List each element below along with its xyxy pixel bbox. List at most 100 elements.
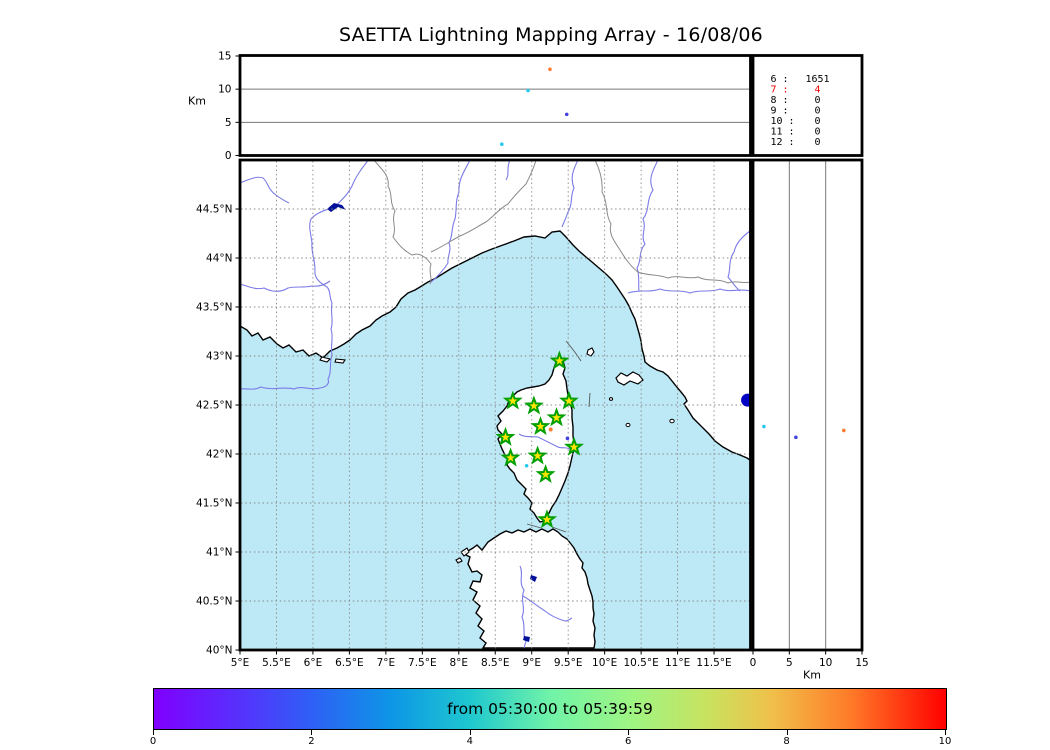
station-star [527, 445, 548, 465]
lon-tick-label: 8.5°E [481, 657, 510, 669]
top-panel-km-label: Km [188, 95, 206, 108]
figure-title: SAETTA Lightning Mapping Array - 16/08/0… [339, 24, 763, 46]
island-capraia [586, 347, 595, 357]
colorbar-tick [469, 730, 471, 735]
colorbar-tick-label: 2 [308, 736, 315, 747]
lon-tick-label: 11°E [665, 657, 690, 669]
alt-tick-label: 0 [225, 150, 232, 162]
station-star [558, 390, 579, 410]
station-star [495, 426, 516, 446]
colorbar-tick [628, 730, 630, 735]
axis-ticks [235, 55, 863, 655]
time-colorbar: from 05:30:00 to 05:39:59 [153, 688, 947, 730]
station-star [564, 436, 584, 456]
lon-tick-label: 9°E [522, 657, 541, 669]
lightning-point [548, 67, 552, 72]
lon-tick-label: 7°E [377, 657, 396, 669]
lat-tick-label: 44.5°N [196, 204, 232, 216]
lon-tick-label: 10°E [592, 657, 617, 669]
island-asinara-2 [455, 557, 463, 564]
alt-tick-label: 10 [819, 657, 832, 669]
legend-row-value: 0 [814, 106, 820, 117]
legend-row-value: 0 [814, 116, 820, 127]
alt-tick-label: 15 [218, 51, 231, 63]
lat-tick-label: 41°N [206, 547, 232, 559]
lat-tick-label: 41.5°N [196, 498, 232, 510]
alt-tick-label: 5 [786, 657, 793, 669]
right-panel-gridlines [788, 161, 827, 649]
top-panel-border [238, 54, 752, 157]
lat-tick-label: 44°N [206, 253, 232, 265]
islet-pianosa [625, 422, 631, 428]
colorbar-tick-label: 0 [149, 736, 157, 747]
lon-tick-label: 5.5°E [262, 657, 291, 669]
legend-rows: 6 : 1651 7 : 4 8 : 0 9 : 0 10 : 0 11 : 0 12 : 0 [771, 74, 830, 148]
colorbar-tick [153, 730, 154, 735]
lon-tick-label: 6°E [304, 657, 323, 669]
legend-row-label: 11 : [771, 127, 795, 138]
island-hyeres-1 [319, 356, 332, 363]
colorbar-tick-label: 4 [466, 736, 473, 747]
colorbar-tick-label: 8 [783, 736, 790, 747]
lat-tick-label: 43°N [206, 351, 232, 363]
lightning-point [526, 88, 530, 93]
legend-row-label: 7 : [771, 85, 789, 96]
legend-row-value: 0 [814, 137, 820, 148]
lightning-point [524, 463, 529, 468]
lightning-point [548, 427, 553, 432]
map-panel [238, 158, 755, 652]
alt-tick-label: 0 [750, 657, 757, 669]
station-star [546, 407, 567, 427]
station-star [537, 509, 558, 529]
lon-tick-label: 5°E [231, 657, 250, 669]
lon-tick-label: 8°E [450, 657, 469, 669]
rivers [240, 160, 751, 649]
right-panel-km-label: Km [803, 669, 821, 682]
geography-layer [240, 160, 751, 649]
colorbar-time-range-label: from 05:30:00 to 05:39:59 [447, 700, 653, 718]
lon-tick-label: 7.5°E [408, 657, 437, 669]
axis-labels: 5°E 5.5°E 6°E 6.5°E 7°E 7.5°E 8°E 8.5°E 9°E 9.5°E… [188, 51, 869, 682]
lakes [327, 203, 537, 642]
top-panel-gridlines [241, 88, 749, 123]
legend-row-value: 1651 [805, 74, 829, 85]
colorbar-tick [311, 730, 313, 735]
island-sardinia [465, 528, 596, 649]
right-panel-points [762, 424, 846, 440]
alt-tick-label: 5 [225, 117, 232, 129]
lightning-point [564, 112, 569, 117]
legend-row-label: 6 : [771, 74, 789, 85]
lon-tick-label: 11.5°E [696, 657, 731, 669]
station-star [549, 350, 570, 370]
station-star [530, 416, 551, 436]
counts-legend-panel: 6 : 1651 7 : 4 8 : 0 9 : 0 10 : 0 11 : 0 12 : 0 [751, 54, 864, 157]
legend-row-value: 0 [814, 127, 820, 138]
legend-row-label: 10 : [771, 116, 795, 127]
alt-tick-label: 10 [218, 84, 231, 96]
station-star [523, 395, 544, 415]
lightning-point [794, 435, 798, 440]
lat-tick-label: 40.5°N [196, 596, 232, 608]
station-star [535, 464, 556, 484]
lon-tick-label: 6.5°E [335, 657, 364, 669]
legend-border [751, 54, 864, 157]
misc-lines [526, 340, 591, 533]
station-star [502, 390, 523, 410]
altitude-longitude-panel [238, 54, 752, 157]
island-hyeres-2 [334, 358, 346, 364]
islet-giglio [669, 418, 675, 424]
colorbar-tick [786, 730, 788, 735]
lightning-point [842, 428, 846, 433]
lightning-point [500, 142, 504, 147]
legend-row-label: 12 : [771, 137, 795, 148]
lon-tick-label: 9.5°E [554, 657, 583, 669]
legend-row-value: 4 [814, 85, 820, 96]
admin-borders [373, 160, 751, 285]
station-star [500, 447, 521, 467]
island-corsica [496, 354, 575, 523]
lat-tick-label: 42.5°N [196, 400, 232, 412]
coastline-mainland [240, 160, 751, 462]
altitude-latitude-panel [751, 158, 864, 652]
